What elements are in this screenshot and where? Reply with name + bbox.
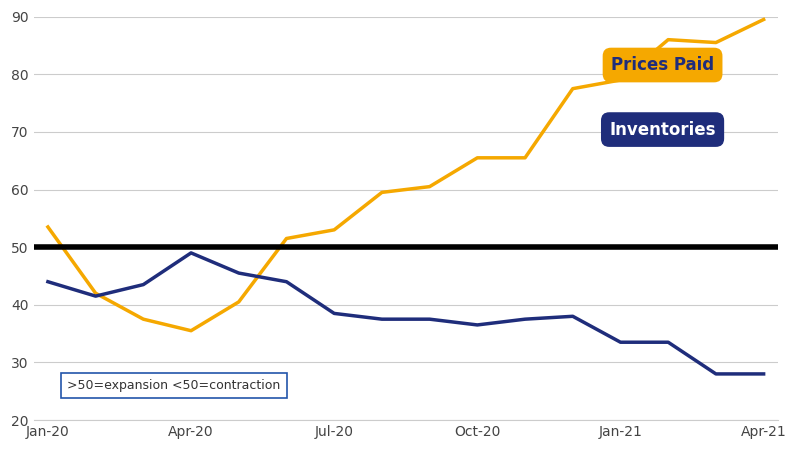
Text: Inventories: Inventories	[610, 121, 716, 139]
Text: Prices Paid: Prices Paid	[611, 56, 714, 74]
Text: >50=expansion <50=contraction: >50=expansion <50=contraction	[67, 379, 280, 392]
